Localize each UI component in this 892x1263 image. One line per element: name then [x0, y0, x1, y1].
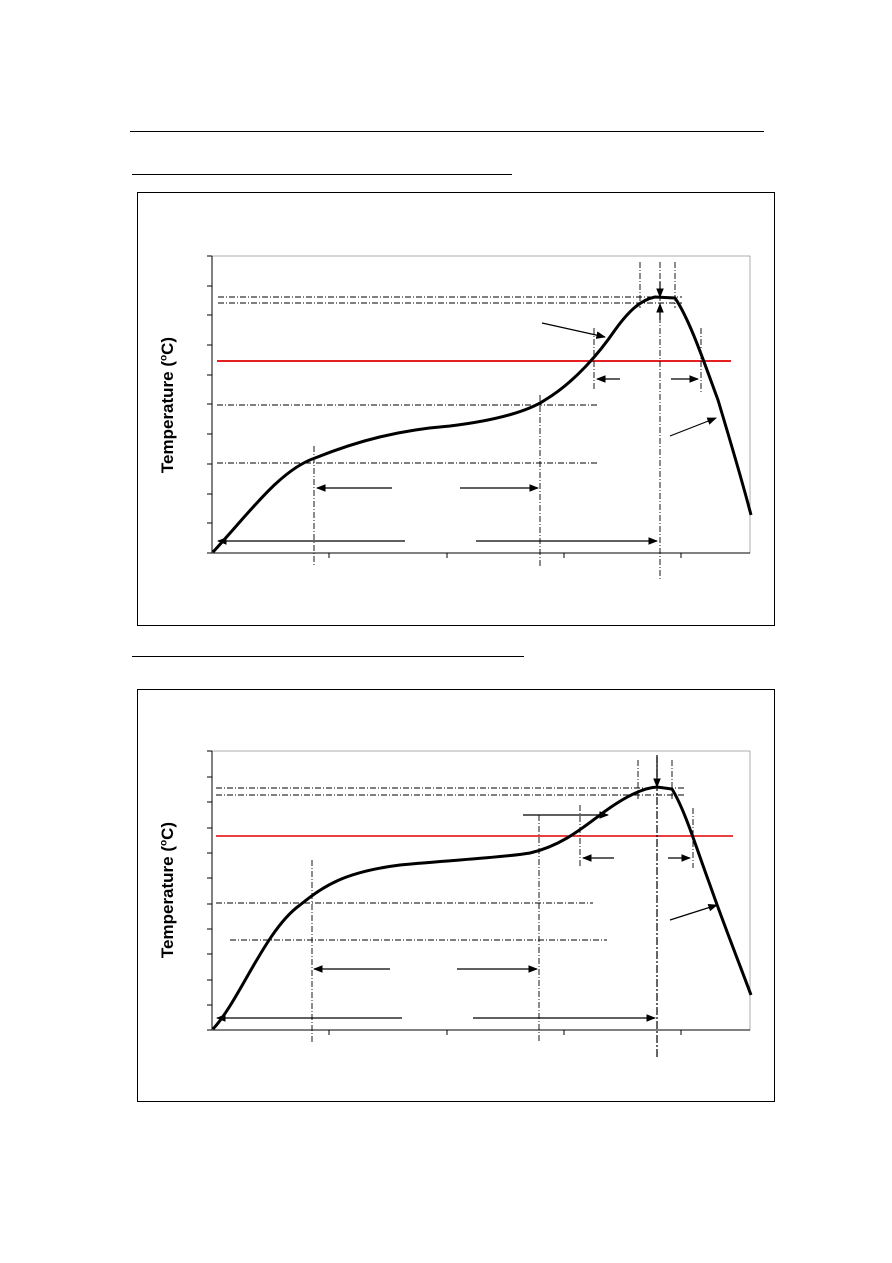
- figure-1-profile-curve: [211, 295, 753, 554]
- arrow-icon: [541, 322, 606, 339]
- arrow-icon: [669, 417, 717, 437]
- figure-2-profile-curve: [211, 785, 753, 1031]
- figure-2-plot: [207, 750, 753, 1058]
- figure-1-panel: [137, 192, 775, 626]
- figure-2-guide-lines: [216, 787, 684, 941]
- header-rule: [130, 131, 764, 132]
- figure-2-vertical-guides: [311, 760, 694, 1043]
- figure-2-y-ticks: [207, 750, 212, 1031]
- figure-1-x-ticks: [328, 553, 682, 558]
- figure-2-panel: [137, 689, 775, 1102]
- figure-2-plot-area: [211, 750, 751, 1031]
- figure-1-caption-underline: [132, 174, 512, 175]
- figure-1-guide-lines: [217, 296, 682, 464]
- figure-2-caption-underline: [132, 656, 524, 657]
- figure-2-x-ticks: [328, 1030, 682, 1035]
- figure-1-plot: [207, 255, 753, 580]
- figure-1-y-ticks: [207, 255, 212, 554]
- figure-2-arrows: [216, 757, 718, 1022]
- figure-1-vertical-guides: [313, 262, 702, 580]
- figure-1-plot-area: [211, 255, 751, 554]
- arrow-icon: [669, 903, 718, 921]
- figure-1-arrows: [217, 282, 717, 545]
